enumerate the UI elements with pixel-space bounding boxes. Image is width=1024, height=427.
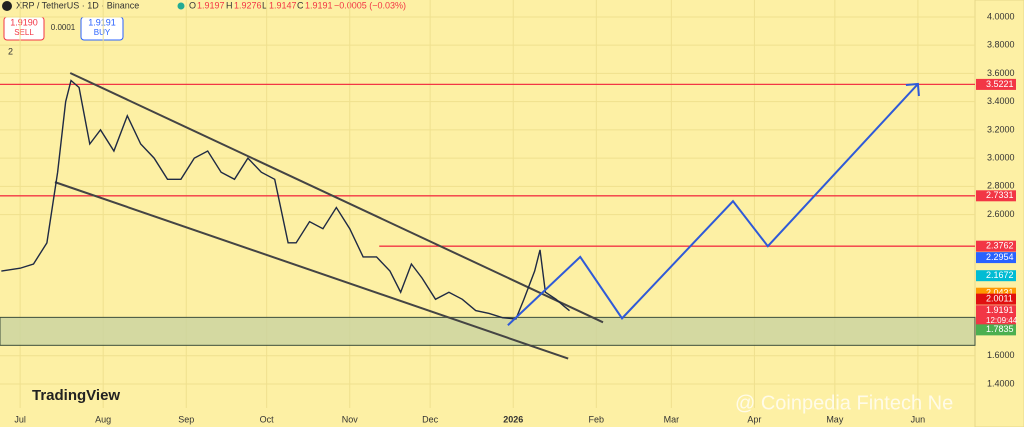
o: 1.9197 [197,0,225,10]
x-tick-label: Aug [95,414,111,424]
spread: 0.0001 [51,23,76,32]
level-label: 2.2954 [986,252,1014,262]
y-tick-label: 3.8000 [987,40,1015,50]
symbol-icon [2,1,12,11]
level-label: 3.5221 [986,79,1014,89]
x-tick-label: Feb [589,414,605,424]
h-label: H [226,0,233,10]
level-tag [976,270,1016,282]
x-tick-label: Jul [14,414,26,424]
y-tick-label: 3.2000 [987,124,1015,134]
y-tick-label: 3.6000 [987,68,1015,78]
y-tick-label: 4.0000 [987,11,1015,21]
level-tag [976,240,1016,252]
x-tick-label: 2026 [503,414,523,424]
l: 1.9147 [269,0,297,10]
l-label: L [262,0,267,10]
y-tick-label: 3.4000 [987,96,1015,106]
x-tick-label: Nov [342,414,359,424]
price-line [1,79,570,320]
channel-line [54,181,569,360]
y-tick-label: 2.6000 [987,209,1015,219]
y-tick-label: 1.6000 [987,350,1015,360]
h: 1.9276 [234,0,262,10]
level-tag [976,305,1016,328]
level-tag [976,252,1016,264]
y-tick-label: 2.8000 [987,181,1015,191]
level-label: 2.3762 [986,241,1014,251]
x-tick-label: Jun [911,414,926,424]
level-label: 2.0011 [986,294,1013,304]
x-tick-label: Dec [422,414,439,424]
credit: @ Coinpedia Fintech Ne [735,392,953,414]
level-tag [976,190,1016,202]
price-axis [974,0,1024,427]
y-tick-label: 1.4000 [987,378,1015,388]
level-label: 2.0431 [986,288,1014,298]
c: 1.9191 [305,0,333,10]
change: −0.0005 (−0.03%) [334,0,406,10]
level-label: 2.1672 [986,270,1014,280]
symbol: XRP / TetherUS · 1D · Binance [16,0,139,10]
arrow-head [905,82,920,97]
projection-path [507,83,919,326]
level-tag [976,293,1016,305]
level-tag [976,324,1016,336]
y-tick-label: 3.0000 [987,152,1015,162]
buy-label: BUY [94,28,111,37]
level-label: 1.9191 [986,305,1014,315]
status-dot [177,2,185,10]
support-zone [0,316,976,346]
indicators-toggle[interactable]: 2 [8,46,13,56]
x-tick-label: Apr [747,414,761,424]
channel-line [69,72,604,324]
sell-label: SELL [14,28,34,37]
level-label: 1.7835 [986,324,1014,334]
level-tag [976,78,1016,90]
c-label: C [297,0,304,10]
countdown: 12:09:44 [986,316,1018,325]
x-tick-label: Sep [178,414,194,424]
o-label: O [189,0,196,10]
brand: TradingView [32,387,120,404]
sell-price: 1.9190 [10,17,38,27]
level-tag [976,287,1016,299]
x-tick-label: May [826,414,844,424]
x-tick-label: Oct [260,414,275,424]
x-tick-label: Mar [664,414,680,424]
level-label: 2.7331 [986,190,1014,200]
buy-price: 1.9191 [88,17,116,27]
